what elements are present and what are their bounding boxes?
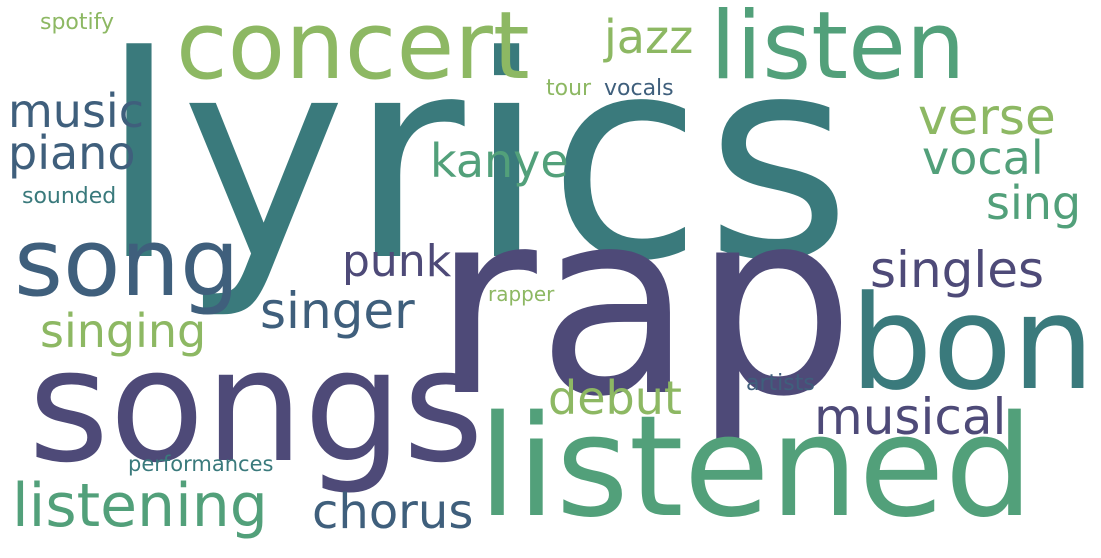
word-listening: listening bbox=[12, 471, 268, 541]
word-singer: singer bbox=[260, 282, 415, 340]
word-vocals: vocals bbox=[604, 76, 674, 101]
word-musical: musical bbox=[814, 388, 1007, 446]
word-songs: songs bbox=[28, 315, 484, 497]
word-bon: bon bbox=[850, 267, 1095, 419]
word-listen: listen bbox=[710, 0, 966, 101]
word-artists: artists bbox=[746, 371, 815, 396]
word-kanye: kanye bbox=[430, 134, 569, 188]
word-rap: rap bbox=[432, 156, 855, 453]
word-singles: singles bbox=[870, 241, 1045, 299]
word-lyrics: lyrics bbox=[100, 0, 855, 323]
word-concert: concert bbox=[176, 0, 530, 101]
word-sounded: sounded bbox=[22, 184, 117, 209]
word-rapper: rapper bbox=[488, 282, 555, 306]
word-listened: listened bbox=[478, 386, 1034, 549]
word-punk: punk bbox=[342, 236, 452, 287]
word-spotify: spotify bbox=[40, 10, 115, 35]
word-vocal: vocal bbox=[922, 131, 1044, 185]
word-sing: sing bbox=[986, 176, 1082, 230]
word-music: music bbox=[8, 84, 145, 138]
word-debut: debut bbox=[548, 371, 682, 425]
word-verse: verse bbox=[918, 88, 1056, 146]
word-tour: tour bbox=[546, 76, 592, 101]
word-jazz: jazz bbox=[604, 10, 694, 64]
word-song: song bbox=[14, 209, 240, 318]
word-performances: performances bbox=[128, 452, 274, 476]
word-piano: piano bbox=[8, 126, 136, 180]
word-chorus: chorus bbox=[312, 484, 474, 540]
word-singing: singing bbox=[40, 304, 207, 358]
